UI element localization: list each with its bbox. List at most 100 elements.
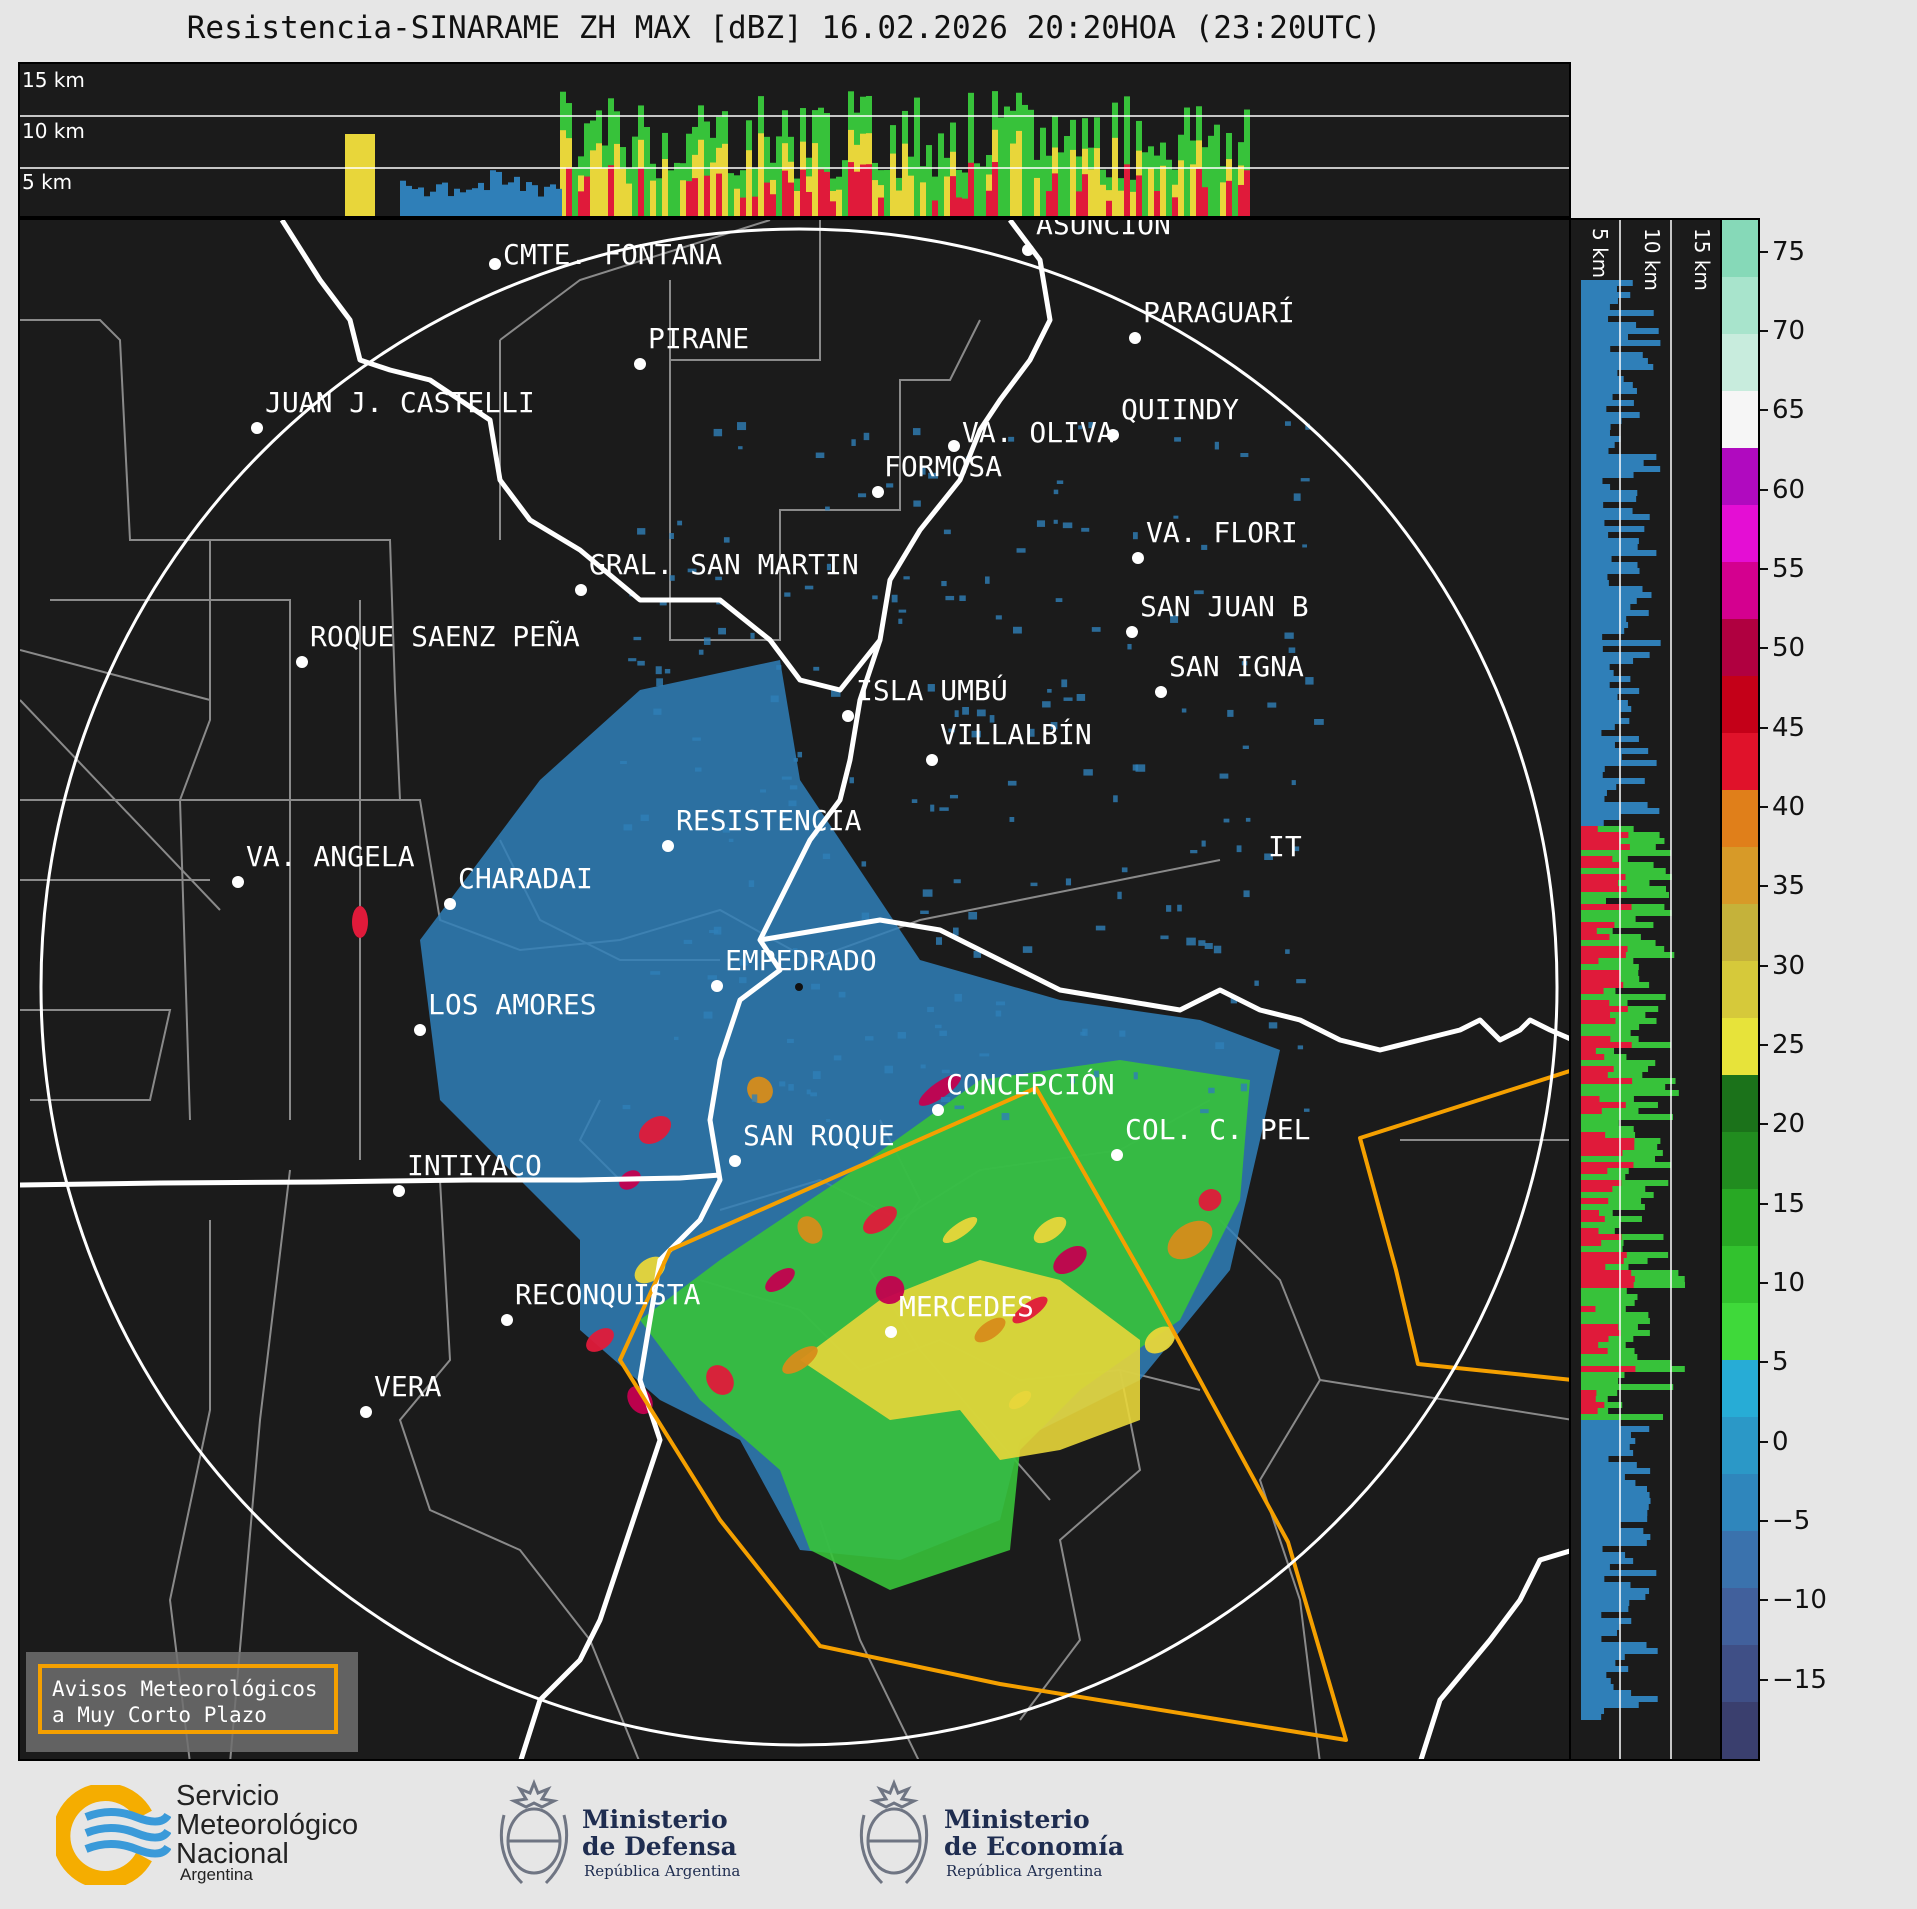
side-echo-row	[1581, 1012, 1611, 1018]
side-echo-row	[1581, 352, 1643, 358]
colorbar-tick-mark	[1760, 1440, 1768, 1443]
side-echo-row	[1581, 1246, 1623, 1252]
economia-title: Ministerio de Economía	[944, 1806, 1124, 1860]
side-echo-row	[1581, 646, 1603, 652]
echo-speck	[861, 912, 870, 920]
side-echo-row	[1581, 934, 1641, 940]
colorbar-tick-label: 45	[1772, 712, 1806, 743]
side-echo-row	[1581, 922, 1615, 928]
echo-speck	[863, 432, 870, 441]
echo-speck	[1001, 1112, 1010, 1121]
side-echo-row	[1581, 1330, 1622, 1336]
city-label: RESISTENCIA	[676, 804, 862, 837]
colorbar-tick-label: −5	[1772, 1506, 1811, 1536]
city-gral-san-martin: GRAL. SAN MARTIN	[575, 548, 859, 596]
echo-speck	[1056, 480, 1064, 484]
economia-line-1: Ministerio	[944, 1805, 1090, 1834]
top-echo-column	[794, 191, 800, 216]
echo-speck	[1135, 764, 1146, 772]
top-echo-column	[590, 150, 596, 216]
side-echo-row	[1581, 292, 1631, 298]
echo-cell	[974, 1317, 1006, 1343]
echo-speck	[1095, 925, 1106, 931]
echo-speck	[927, 1006, 934, 1013]
side-echo-row	[1581, 952, 1626, 958]
city-label: VA. FLORI	[1146, 516, 1298, 549]
side-echo-row	[1581, 652, 1650, 658]
echo-speck	[1119, 1030, 1126, 1037]
side-echo-row	[1581, 400, 1634, 406]
top-echo-column	[1106, 200, 1112, 216]
side-echo-row	[1581, 1612, 1602, 1618]
city-los-amores: LOS AMORES	[414, 988, 597, 1036]
echo-speck	[897, 1032, 906, 1039]
side-echo-row	[1581, 1570, 1657, 1576]
top-echo-column	[812, 143, 818, 216]
echo-speck	[1297, 1045, 1304, 1050]
echo-speck	[851, 439, 856, 446]
side-echo-row	[1581, 1000, 1610, 1006]
side-echo-row	[1581, 1108, 1602, 1114]
side-echo-row	[1581, 1342, 1599, 1348]
city-marker	[634, 358, 646, 370]
top-echo-column	[860, 164, 866, 216]
top-echo-column	[752, 168, 758, 216]
side-echo-row	[1581, 988, 1604, 994]
side-echo-row	[1581, 1030, 1631, 1036]
side-echo-row	[1581, 700, 1628, 706]
colorbar-band	[1722, 1417, 1758, 1475]
defensa-line-2: de Defensa	[582, 1832, 737, 1861]
side-echo-row	[1581, 694, 1618, 700]
echo-speck	[633, 636, 642, 641]
echo-speck	[692, 737, 701, 741]
side-echo-row	[1581, 1390, 1597, 1396]
side-height-profile: 5 km 10 km 15 km	[1569, 218, 1722, 1761]
side-echo-row	[1581, 802, 1648, 808]
side-echo-row	[1581, 958, 1599, 964]
economia-coat-of-arms-icon	[859, 1778, 929, 1885]
top-echo-column	[454, 188, 460, 216]
city-juan-j-castelli: JUAN J. CASTELLI	[251, 386, 535, 434]
echo-speck	[903, 576, 910, 580]
side-echo-row	[1581, 958, 1634, 964]
top-echo-column	[764, 182, 770, 216]
colorbar-tick-mark	[1760, 250, 1768, 253]
city-label: ROQUE SAENZ PEÑA	[310, 619, 580, 653]
side-echo-row	[1581, 1600, 1630, 1606]
top-echo-column	[1064, 136, 1070, 216]
side-echo-row	[1581, 778, 1645, 784]
side-echo-row	[1581, 1306, 1596, 1312]
top-echo-column	[508, 182, 514, 216]
side-echo-row	[1581, 928, 1597, 934]
city-label: VERA	[374, 1370, 442, 1403]
echo-speck	[728, 838, 734, 843]
side-echo-row	[1581, 1072, 1608, 1078]
colorbar-band	[1722, 1132, 1758, 1190]
city-label: LOS AMORES	[428, 988, 597, 1021]
side-echo-row	[1581, 1390, 1618, 1396]
city-quiindy: QUIINDY	[1107, 393, 1239, 441]
colorbar-band	[1722, 1360, 1758, 1418]
echo-speck	[1065, 878, 1072, 886]
side-echo-row	[1581, 1090, 1679, 1096]
side-echo-row	[1581, 1222, 1621, 1228]
top-echo-column	[496, 171, 502, 216]
city-marker	[501, 1314, 513, 1326]
echo-speck	[898, 618, 903, 624]
top-echo-column	[932, 200, 938, 216]
top-echo-column	[412, 189, 418, 216]
radar-map[interactable]: CMTE. FONTANA ASUNCIÓN PIRANE PARAGUARÍ JUAN…	[18, 218, 1571, 1761]
side-echo-row	[1581, 1420, 1621, 1426]
top-echo-column	[1034, 177, 1040, 216]
side-echo-row	[1581, 1318, 1650, 1324]
side-echo-row	[1581, 1018, 1657, 1024]
echo-speck	[787, 1038, 794, 1044]
top-echo-column	[1136, 175, 1142, 216]
echo-speck	[913, 500, 921, 507]
side-echo-row	[1581, 1048, 1596, 1054]
side-echo-row	[1581, 1510, 1648, 1516]
side-echo-row	[1581, 1300, 1635, 1306]
side-echo-row	[1581, 838, 1620, 844]
echo-speck	[934, 1024, 942, 1029]
echo-speck	[833, 1055, 842, 1061]
